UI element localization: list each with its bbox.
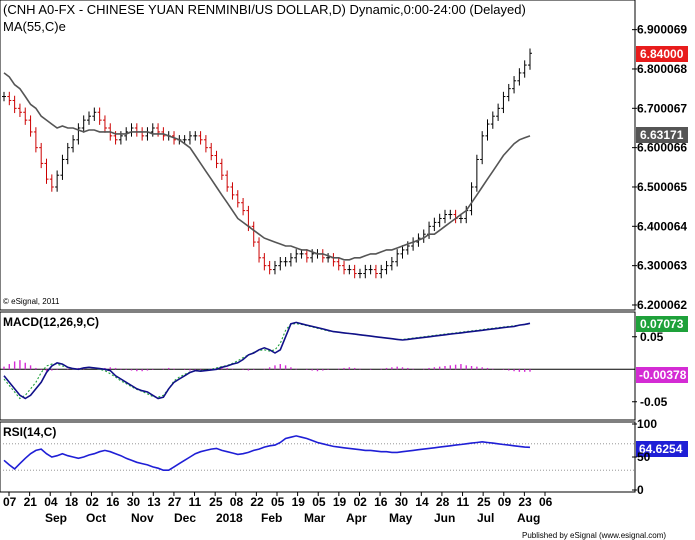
macd-last-value: 0.07073 xyxy=(640,317,684,331)
rsi-last-badge xyxy=(636,441,688,457)
x-day-label: 19 xyxy=(333,495,347,509)
macd-group xyxy=(0,321,635,400)
x-day-label: 02 xyxy=(353,495,367,509)
x-day-label: 22 xyxy=(250,495,264,509)
macd-label: MACD(12,26,9,C) xyxy=(3,315,99,329)
rsi-axis: 100 50 0 xyxy=(632,417,657,497)
x-month-label: Sep xyxy=(45,511,67,525)
x-day-label: 18 xyxy=(65,495,79,509)
x-month-label: Aug xyxy=(517,511,540,525)
price-axis: 6.900069 6.800068 6.700067 6.600066 6.500065… xyxy=(632,23,687,312)
ma-line xyxy=(3,72,531,261)
footer-text: Published by eSignal (www.esignal.com) xyxy=(522,531,666,540)
macd-axis: 0.05 -0.05 xyxy=(632,330,668,409)
x-month-label: Jun xyxy=(434,511,455,525)
x-month-label: Dec xyxy=(174,511,196,525)
price-tick-label: 6.500065 xyxy=(637,180,687,194)
ma-label: MA(55,C)e xyxy=(3,19,66,34)
macd-panel xyxy=(0,311,636,421)
last-price-badge xyxy=(636,46,688,62)
price-tick-label: 6.600066 xyxy=(637,141,687,155)
x-axis: 07 21 04 18 02 16 30 13 27 11 25 08 22 05 19 05 19 02 16 30… xyxy=(3,492,553,525)
x-day-label: 30 xyxy=(395,495,409,509)
x-month-label: Mar xyxy=(304,511,326,525)
x-month-label: Feb xyxy=(261,511,282,525)
x-month-label: 2018 xyxy=(216,511,243,525)
rsi-tick-label: 100 xyxy=(637,417,657,431)
rsi-label: RSI(14,C) xyxy=(3,425,56,439)
rsi-tick-label: 50 xyxy=(637,450,651,464)
ma-last-value: 6.63171 xyxy=(640,128,684,142)
chart-title: (CNH A0-FX - CHINESE YUAN RENMINBI/US DO… xyxy=(3,2,526,17)
x-day-label: 04 xyxy=(44,495,58,509)
x-day-label: 25 xyxy=(477,495,491,509)
rsi-last-value: 64.6254 xyxy=(639,442,683,456)
x-day-label: 14 xyxy=(415,495,429,509)
x-month-label: May xyxy=(389,511,413,525)
rsi-group xyxy=(0,435,635,471)
macd-line xyxy=(3,321,531,400)
x-day-label: 19 xyxy=(292,495,306,509)
rsi-tick-label: 0 xyxy=(637,483,644,497)
x-day-label: 06 xyxy=(539,495,553,509)
rsi-panel xyxy=(0,421,636,493)
last-price-value: 6.84000 xyxy=(640,47,684,61)
x-day-label: 16 xyxy=(106,495,120,509)
x-day-label: 09 xyxy=(498,495,512,509)
x-month-label: Oct xyxy=(86,511,106,525)
x-day-label: 23 xyxy=(518,495,532,509)
ma-line-group xyxy=(3,72,531,261)
price-tick-label: 6.200062 xyxy=(637,298,687,312)
price-tick-label: 6.800068 xyxy=(637,62,687,76)
x-day-label: 21 xyxy=(24,495,38,509)
price-tick-label: 6.700067 xyxy=(637,101,687,115)
x-day-label: 11 xyxy=(457,495,470,509)
price-tick-label: 6.300063 xyxy=(637,259,687,273)
macd-tick-label: 0.05 xyxy=(640,330,664,344)
rsi-line xyxy=(3,435,531,471)
x-month-label: Apr xyxy=(346,511,367,525)
x-day-label: 08 xyxy=(230,495,244,509)
x-month-label: Jul xyxy=(477,511,494,525)
macd-hist-value: -0.00378 xyxy=(639,368,687,382)
x-day-label: 13 xyxy=(147,495,161,509)
x-day-label: 05 xyxy=(312,495,326,509)
x-day-label: 02 xyxy=(85,495,99,509)
macd-last-badge xyxy=(636,316,688,332)
price-tick-label: 6.900069 xyxy=(637,23,687,37)
x-day-label: 27 xyxy=(168,495,182,509)
x-day-label: 11 xyxy=(189,495,202,509)
macd-hist-badge xyxy=(636,367,688,383)
x-month-label: Nov xyxy=(131,511,154,525)
x-day-label: 16 xyxy=(374,495,388,509)
copyright-text: © eSignal, 2011 xyxy=(3,297,60,306)
price-tick-label: 6.400064 xyxy=(637,219,687,233)
x-day-label: 07 xyxy=(3,495,17,509)
x-day-label: 05 xyxy=(271,495,285,509)
x-day-label: 28 xyxy=(436,495,450,509)
x-day-label: 25 xyxy=(209,495,223,509)
macd-tick-label: -0.05 xyxy=(640,395,668,409)
price-panel xyxy=(0,0,636,311)
x-day-label: 30 xyxy=(127,495,141,509)
ma-last-badge xyxy=(636,127,688,143)
